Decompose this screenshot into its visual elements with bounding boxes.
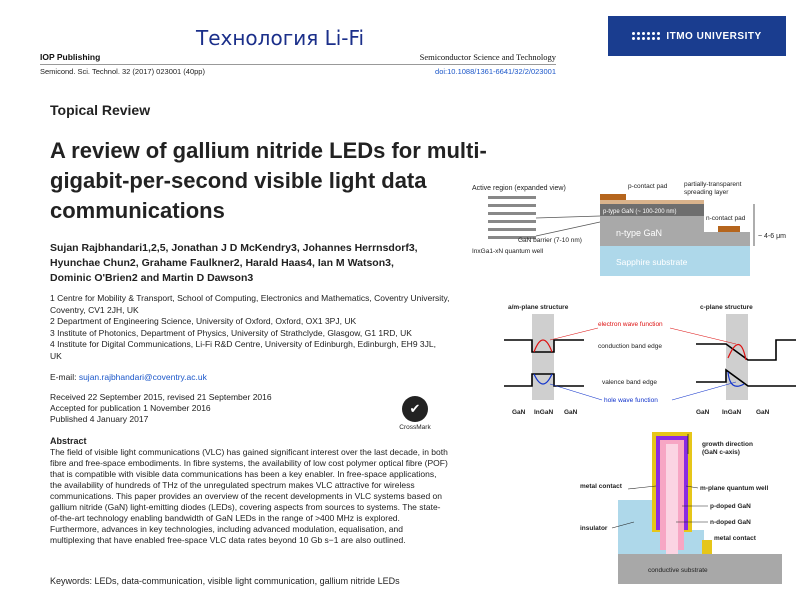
- author-line: Dominic O'Brien2 and Martin D Dawson3: [50, 272, 254, 284]
- metal-contact-2-label: metal contact: [714, 535, 757, 542]
- hole-label: hole wave function: [604, 397, 658, 404]
- abstract-heading: Abstract: [50, 436, 87, 446]
- conduction-label: conduction band edge: [598, 343, 662, 350]
- thickness-label: ~ 4-6 μm: [758, 233, 786, 240]
- paper-header: IOP Publishing Semiconductor Science and…: [40, 52, 560, 76]
- led-structure-figure: Active region (expanded view) GaN barrie…: [472, 181, 786, 276]
- aplane-valence-edge: [504, 373, 584, 387]
- title-line: A review of gallium nitride LEDs for mul…: [50, 138, 487, 163]
- aplane-well-region: [532, 314, 554, 400]
- keywords: Keywords: LEDs, data-communication, visi…: [50, 576, 400, 586]
- section-label: Topical Review: [50, 102, 151, 118]
- band-diagram-figure: a/m-plane structure c-plane structure el…: [504, 304, 796, 416]
- n-type-label: n-type GaN: [616, 228, 662, 238]
- aplane-electron-wave: [533, 339, 553, 353]
- dates: Received 22 September 2015, revised 21 S…: [50, 392, 272, 425]
- affiliation: 2 Department of Engineering Science, Uni…: [50, 316, 357, 326]
- sapphire-substrate: [600, 246, 750, 276]
- cplane-label: c-plane structure: [700, 304, 753, 311]
- active-region-label: Active region (expanded view): [472, 185, 566, 192]
- x-label-left: GaN: [564, 409, 578, 416]
- barrier-label: GaN barrier (7-10 nm): [518, 237, 582, 244]
- date-received: Received 22 September 2015, revised 21 S…: [50, 392, 272, 402]
- aplane-label: a/m-plane structure: [508, 304, 569, 311]
- crossmark-badge[interactable]: ✔ CrossMark: [398, 396, 432, 431]
- x-label-right: GaN: [756, 409, 770, 416]
- email-link[interactable]: sujan.rajbhandari@coventry.ac.uk: [78, 372, 207, 382]
- growth-label-2: (GaN c-axis): [702, 449, 740, 456]
- title-line: gigabit-per-second visible light data: [50, 168, 427, 193]
- journal: Semiconductor Science and Technology: [419, 52, 556, 62]
- x-label-right: GaN: [696, 409, 710, 416]
- crossmark-label: CrossMark: [399, 424, 431, 431]
- paper-title: A review of gallium nitride LEDs for mul…: [50, 136, 550, 226]
- cplane-electron-wave: [727, 343, 747, 361]
- itmo-logo-mark-icon: [632, 32, 661, 40]
- title-line: communications: [50, 198, 225, 223]
- affiliation: 1 Centre for Mobility & Transport, Schoo…: [50, 293, 450, 315]
- affiliation: 4 Institute for Digital Communications, …: [50, 339, 436, 361]
- n-doped-label: n-doped GaN: [710, 519, 751, 526]
- author-line: Hyunchae Chun2, Grahame Faulkner2, Haral…: [50, 257, 394, 269]
- insulator-label: insulator: [580, 525, 608, 532]
- x-label-right: InGaN: [722, 409, 741, 416]
- nanorod-figure: conductive substrate growth direction (G…: [580, 432, 782, 584]
- metal-contact-label: metal contact: [580, 483, 623, 490]
- qw-nanorod-label: m-plane quantum well: [700, 485, 768, 492]
- logo-text: ITMO UNIVERSITY: [666, 30, 762, 42]
- publisher: IOP Publishing: [40, 52, 101, 62]
- conductive-substrate: [618, 554, 782, 584]
- doi-link[interactable]: doi:10.1088/1361-6641/32/2/023001: [435, 67, 556, 76]
- cplane-hole-wave: [727, 371, 745, 387]
- substrate-label: conductive substrate: [648, 567, 708, 574]
- date-accepted: Accepted for publication 1 November 2016: [50, 403, 211, 413]
- abstract-text: The field of visible light communication…: [50, 447, 448, 545]
- growth-label: growth direction: [702, 441, 753, 448]
- cplane-valence-edge: [696, 368, 796, 387]
- citation: Semicond. Sci. Technol. 32 (2017) 023001…: [40, 67, 205, 76]
- itmo-logo: ITMO UNIVERSITY: [608, 16, 786, 56]
- n-contact-pad: [718, 226, 740, 232]
- email-line: E-mail: sujan.rajbhandari@coventry.ac.uk: [50, 372, 207, 382]
- p-type-label: p-type GaN (~ 100-200 nm): [603, 209, 677, 215]
- authors: Sujan Rajbhandari1,2,5, Jonathan J D McK…: [50, 241, 450, 286]
- valence-label: valence band edge: [602, 379, 657, 386]
- p-contact-label: p-contact pad: [628, 183, 668, 190]
- x-label-left: InGaN: [534, 409, 553, 416]
- n-contact-label: n-contact pad: [706, 215, 746, 222]
- email-label: E-mail:: [50, 372, 77, 382]
- spreading-label-2: spreading layer: [684, 189, 729, 196]
- qw-label: InxGa1-xN quantum well: [472, 248, 544, 255]
- affiliations: 1 Centre for Mobility & Transport, Schoo…: [50, 293, 450, 362]
- cplane-well-region: [726, 314, 748, 400]
- x-label-left: GaN: [512, 409, 526, 416]
- bottom-metal-contact: [702, 540, 712, 554]
- header-rule: [40, 64, 556, 65]
- aplane-hole-wave: [533, 373, 553, 385]
- date-published: Published 4 January 2017: [50, 414, 149, 424]
- aplane-conduction-edge: [504, 339, 584, 353]
- n-doped-core: [666, 444, 678, 554]
- p-doped-label: p-doped GaN: [710, 503, 751, 510]
- electron-label: electron wave function: [598, 321, 663, 328]
- slide-title: Технология Li-Fi: [196, 26, 365, 50]
- crossmark-icon: ✔: [402, 396, 428, 422]
- cplane-conduction-edge: [696, 339, 796, 361]
- n-type-layer: [600, 216, 704, 246]
- quantum-well-stack: [488, 196, 536, 239]
- p-contact-pad: [600, 194, 626, 200]
- author-line: Sujan Rajbhandari1,2,5, Jonathan J D McK…: [50, 242, 418, 254]
- sapphire-label: Sapphire substrate: [616, 257, 688, 267]
- spreading-layer: [600, 200, 704, 204]
- spreading-label: partially-transparent: [684, 181, 742, 188]
- p-type-layer: [600, 204, 704, 216]
- affiliation: 3 Institute of Photonics, Department of …: [50, 327, 412, 338]
